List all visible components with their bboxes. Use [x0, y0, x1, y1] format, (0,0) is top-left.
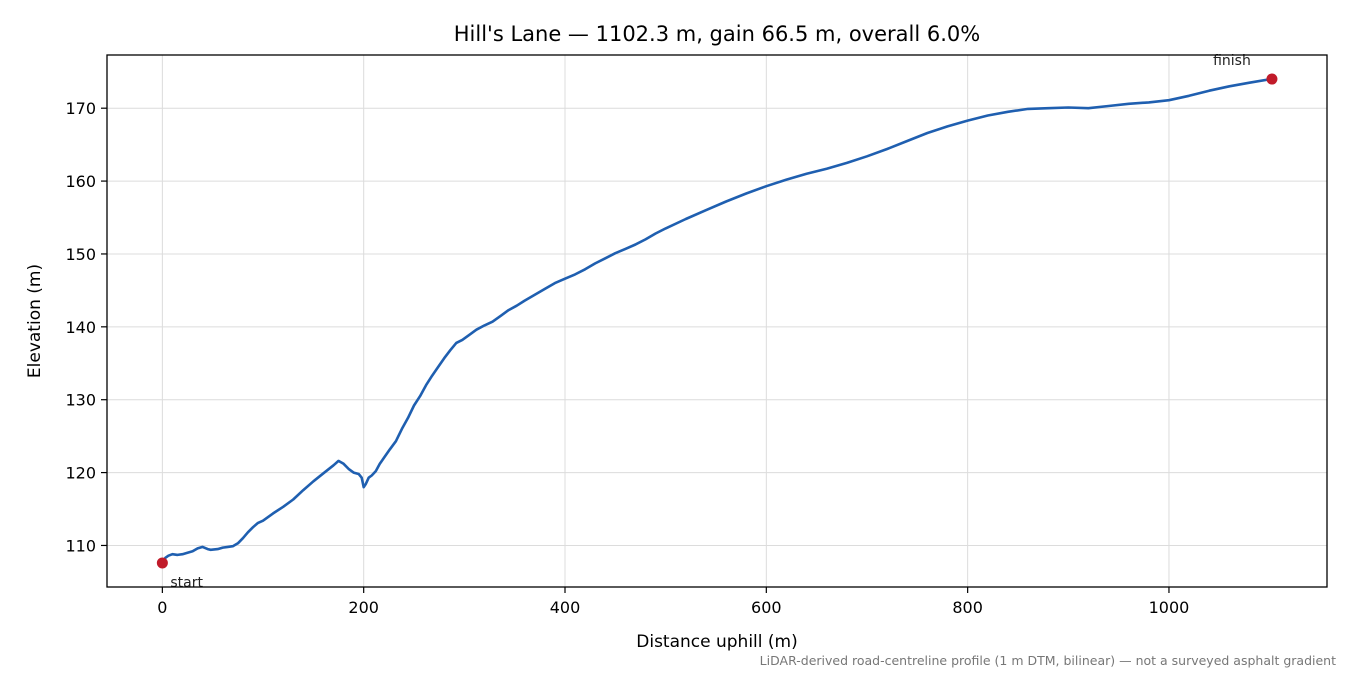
plot-area: [106, 54, 1328, 588]
footnote: LiDAR-derived road-centreline profile (1…: [760, 653, 1336, 668]
axis-ticks: 0 200 400 600 800 1000 110 120 130 140 150 160 170: [65, 99, 1189, 617]
finish-annotation: finish: [1213, 53, 1251, 69]
grid-lines: [107, 55, 1327, 587]
x-tick-label: 0: [157, 598, 167, 617]
start-marker: [156, 557, 168, 569]
x-tick-label: 600: [751, 598, 782, 617]
start-annotation: start: [170, 575, 203, 591]
x-tick-label: 800: [952, 598, 983, 617]
x-tick-label: 1000: [1149, 598, 1190, 617]
x-tick-label: 200: [348, 598, 379, 617]
y-axis-label: Elevation (m): [25, 264, 45, 378]
x-tick-label: 400: [550, 598, 581, 617]
x-axis-label: Distance uphill (m): [636, 632, 797, 652]
y-tick-label: 110: [65, 536, 96, 555]
y-tick-label: 160: [65, 172, 96, 191]
series-line-elevation: [161, 77, 1273, 565]
y-tick-label: 130: [65, 391, 96, 410]
y-tick-label: 150: [65, 245, 96, 264]
finish-marker: [1266, 73, 1278, 85]
chart-title: Hill's Lane — 1102.3 m, gain 66.5 m, ove…: [454, 22, 980, 46]
y-tick-label: 140: [65, 318, 96, 337]
y-tick-label: 120: [65, 464, 96, 483]
y-tick-label: 170: [65, 99, 96, 118]
